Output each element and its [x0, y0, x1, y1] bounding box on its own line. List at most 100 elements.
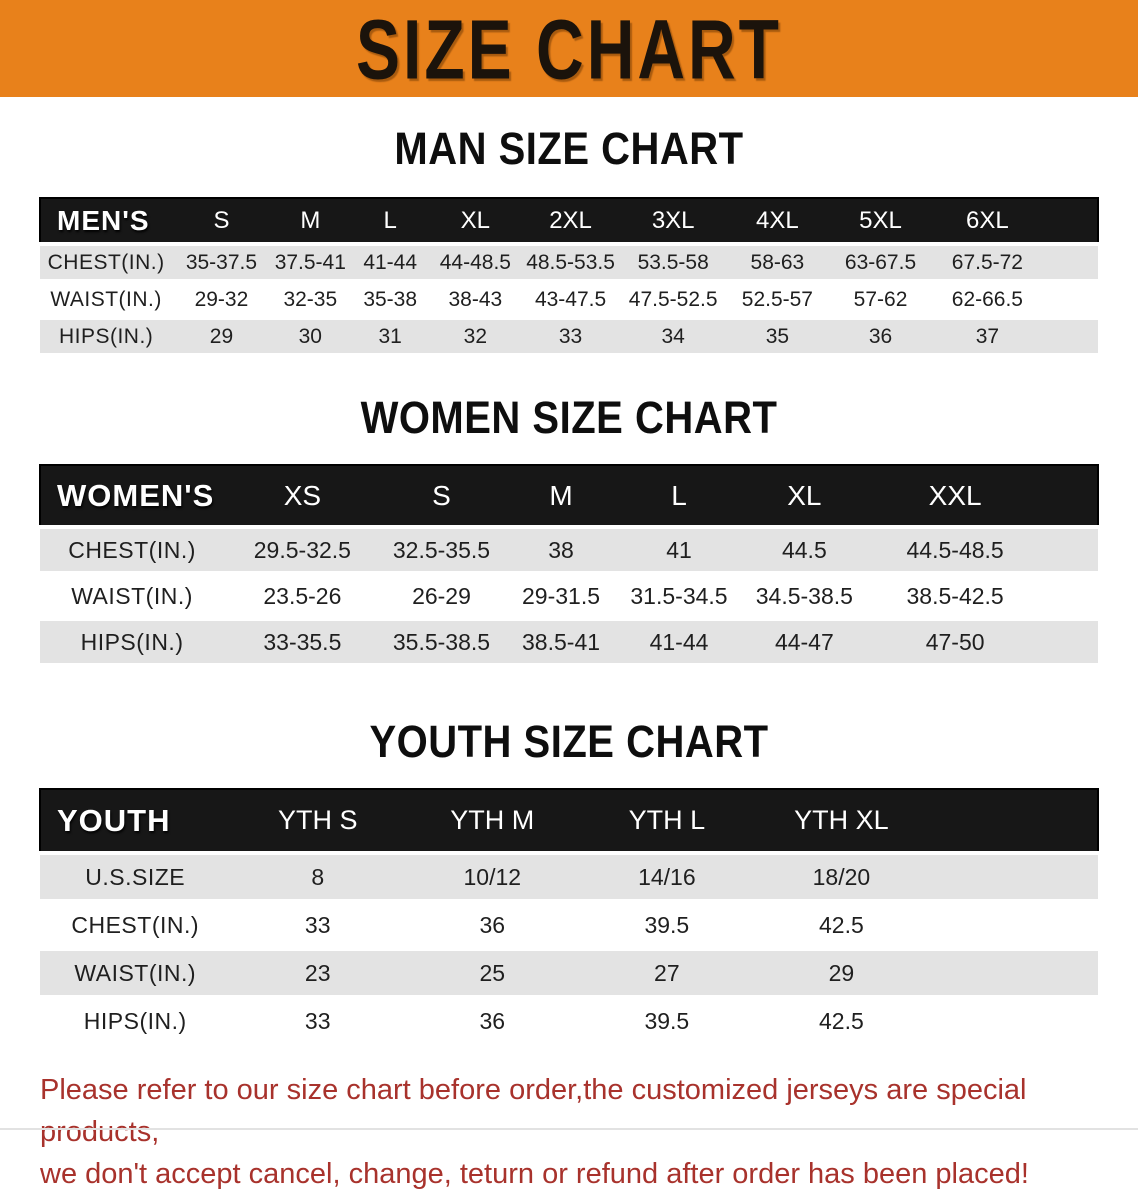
women-corner-label: WOMEN'S [57, 477, 215, 513]
men-size-table: MEN'S S M L XL 2XL 3XL 4XL 5XL 6XL CHEST… [39, 197, 1099, 357]
column-header: YTH XL [794, 805, 889, 835]
column-header: XXL [928, 479, 982, 511]
footer-line-1: Please refer to our size chart before or… [40, 1074, 1027, 1148]
row-label-cell: WAIST(IN.) [74, 959, 197, 986]
value-cell: 32.5-35.5 [392, 536, 491, 563]
column-header: YTH S [277, 805, 358, 835]
spacer-cell [929, 949, 1098, 997]
value-cell: 39.5 [644, 1007, 690, 1034]
value-cell: 29-32 [194, 287, 249, 311]
value-cell: 48.5-53.5 [526, 250, 615, 274]
value-cell: 44-48.5 [439, 250, 511, 274]
value-cell: 14/16 [638, 863, 696, 890]
value-cell: 47.5-52.5 [628, 287, 718, 311]
value-cell: 67.5-72 [951, 250, 1023, 274]
value-cell: 33 [558, 324, 583, 348]
spacer-cell [1040, 527, 1098, 573]
column-header: S [213, 206, 230, 234]
value-cell: 44.5 [781, 536, 827, 563]
value-cell: 37.5-41 [274, 250, 346, 274]
table-row: U.S.SIZE 8 10/12 14/16 18/20 [40, 853, 1098, 901]
column-header: L [383, 206, 397, 234]
row-label-cell: WAIST(IN.) [71, 582, 193, 609]
value-cell: 32 [463, 324, 488, 348]
value-cell: 34 [661, 324, 685, 348]
value-cell: 38.5-41 [522, 628, 601, 655]
value-cell: 23.5-26 [263, 582, 342, 609]
value-cell: 29 [828, 959, 855, 986]
column-header: XL [460, 206, 491, 234]
table-row: HIPS(IN.) 33-35.5 35.5-38.5 38.5-41 41-4… [40, 619, 1098, 665]
row-label-cell: HIPS(IN.) [80, 628, 184, 655]
column-header: 3XL [651, 206, 695, 234]
value-cell: 33 [304, 1007, 331, 1034]
value-cell: 57-62 [853, 287, 908, 311]
men-header-row: MEN'S S M L XL 2XL 3XL 4XL 5XL 6XL [40, 198, 1098, 244]
value-cell: 42.5 [819, 1007, 864, 1034]
youth-header-row: YOUTH YTH S YTH M YTH L YTH XL [40, 789, 1098, 853]
bottom-divider [0, 1128, 1138, 1130]
table-row: CHEST(IN.) 35-37.5 37.5-41 41-44 44-48.5… [40, 244, 1098, 281]
value-cell: 10/12 [463, 863, 522, 890]
banner: SIZE CHART [0, 0, 1138, 97]
table-row: HIPS(IN.) 33 36 39.5 42.5 [40, 997, 1098, 1045]
value-cell: 44-47 [774, 628, 834, 655]
value-cell: 35.5-38.5 [392, 628, 491, 655]
value-cell: 63-67.5 [844, 250, 917, 274]
value-cell: 41 [666, 536, 692, 563]
value-cell: 33-35.5 [263, 628, 342, 655]
table-row: WAIST(IN.) 23.5-26 26-29 29-31.5 31.5-34… [40, 573, 1098, 619]
section-title-men: MAN SIZE CHART [394, 123, 744, 175]
value-cell: 38.5-42.5 [906, 582, 1004, 609]
youth-size-table: YOUTH YTH S YTH M YTH L YTH XL U.S.SIZE … [39, 788, 1099, 1047]
column-header: XL [787, 479, 822, 511]
value-cell: 36 [479, 911, 506, 938]
table-row: CHEST(IN.) 33 36 39.5 42.5 [40, 901, 1098, 949]
value-cell: 26-29 [412, 582, 471, 609]
column-header: XS [283, 479, 322, 511]
value-cell: 25 [479, 959, 506, 986]
value-cell: 53.5-58 [637, 250, 709, 274]
spacer-cell [929, 997, 1098, 1045]
spacer-cell [1043, 281, 1098, 318]
column-header: L [671, 479, 687, 511]
men-corner-label: MEN'S [57, 204, 150, 236]
spacer-cell [929, 901, 1098, 949]
column-header: YTH L [628, 805, 706, 835]
value-cell: 18/20 [812, 863, 871, 890]
column-header: M [549, 479, 573, 511]
value-cell: 27 [654, 959, 680, 986]
spacer-cell [1040, 573, 1098, 619]
value-cell: 33 [304, 911, 331, 938]
spacer-cell [1043, 318, 1098, 355]
spacer-cell [929, 853, 1098, 901]
value-cell: 31 [378, 324, 402, 348]
value-cell: 35-37.5 [185, 250, 258, 274]
value-cell: 43-47.5 [534, 287, 607, 311]
column-header: 5XL [859, 206, 902, 234]
table-row: HIPS(IN.) 29 30 31 32 33 34 35 36 37 [40, 318, 1098, 355]
value-cell: 41-44 [649, 628, 709, 655]
spacer-cell [929, 789, 1098, 853]
value-cell: 29-31.5 [522, 582, 601, 609]
column-header: 6XL [966, 206, 1009, 234]
value-cell: 8 [311, 863, 325, 890]
row-label-cell: HIPS(IN.) [83, 1007, 187, 1034]
value-cell: 35-38 [363, 287, 418, 311]
youth-corner-label: YOUTH [57, 802, 171, 838]
section-youth: YOUTH SIZE CHART YOUTH YTH S YTH M YTH L… [0, 717, 1138, 1047]
column-header: 2XL [549, 206, 592, 234]
value-cell: 29.5-32.5 [253, 536, 351, 563]
section-men: MAN SIZE CHART MEN'S S M L XL 2XL 3XL 4X… [0, 123, 1138, 357]
row-label-cell: CHEST(IN.) [71, 911, 200, 938]
spacer-cell [1043, 198, 1098, 244]
table-row: CHEST(IN.) 29.5-32.5 32.5-35.5 38 41 44.… [40, 527, 1098, 573]
value-cell: 29 [209, 324, 234, 348]
value-cell: 38-43 [448, 287, 503, 311]
value-cell: 39.5 [644, 911, 690, 938]
value-cell: 52.5-57 [741, 287, 813, 311]
value-cell: 34.5-38.5 [755, 582, 853, 609]
section-women: WOMEN SIZE CHART WOMEN'S XS S M L XL XXL [0, 393, 1138, 667]
row-label-cell: CHEST(IN.) [47, 250, 165, 274]
